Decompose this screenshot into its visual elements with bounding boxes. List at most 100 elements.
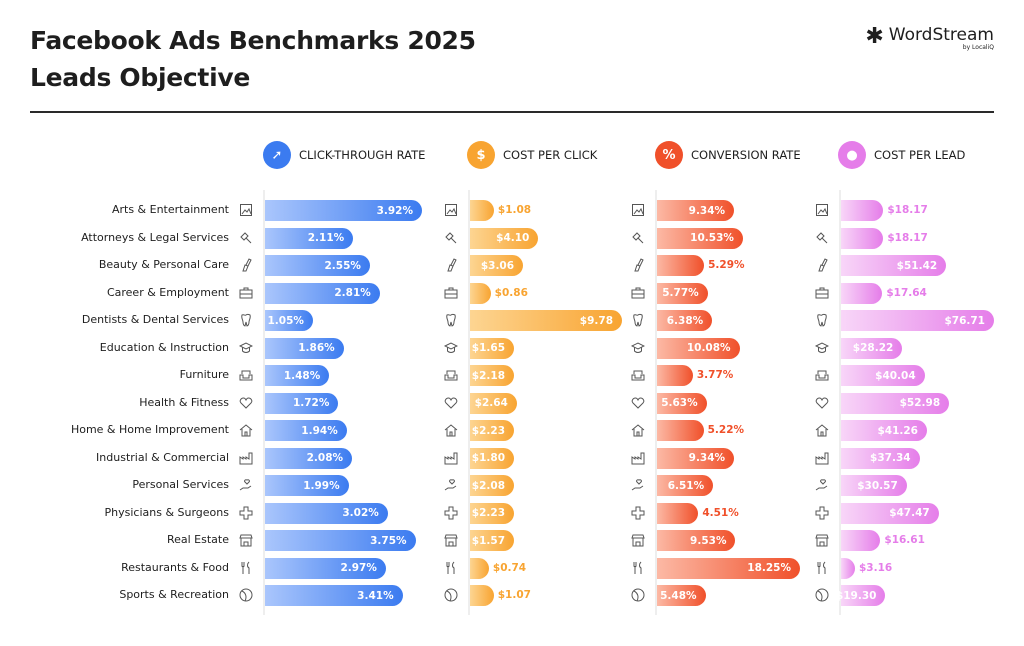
bar-value: 3.77%	[696, 369, 734, 381]
picture-icon	[445, 204, 457, 216]
bar: 6.51%	[657, 475, 714, 496]
factory-icon	[631, 452, 645, 464]
bar-value: 3.41%	[357, 589, 394, 602]
bar	[657, 502, 699, 524]
tooth-icon	[633, 313, 643, 327]
logo-sub: by LocaliQ	[962, 44, 994, 51]
percent-icon: %	[655, 141, 683, 169]
bar-value: $1.57	[471, 534, 505, 547]
bar: 5.48%	[657, 585, 706, 606]
bar	[657, 365, 693, 386]
bar	[841, 200, 884, 221]
bar: $47.47	[841, 502, 939, 524]
bar-value: 5.22%	[707, 424, 745, 436]
category-label: Education & Instruction	[99, 340, 229, 354]
picture-icon	[240, 204, 252, 216]
bar-value: 5.29%	[708, 259, 745, 271]
graduation-cap-icon	[444, 341, 458, 353]
logo-brand: WordStream	[888, 25, 994, 45]
bar-value: 5.63%	[661, 397, 698, 409]
bar: 9.34%	[657, 200, 735, 221]
bar-value: $1.08	[497, 204, 532, 216]
bar: 2.97%	[265, 557, 386, 579]
tooth-icon	[817, 313, 827, 327]
medical-cross-icon	[239, 506, 253, 519]
divider	[30, 111, 994, 113]
bar-value: $51.42	[896, 259, 938, 272]
bar-value: 2.08%	[306, 452, 344, 464]
fork-knife-icon	[241, 561, 250, 574]
gavel-icon	[816, 231, 828, 243]
bar-value: $2.18	[471, 369, 505, 382]
bar: $37.34	[841, 447, 920, 469]
graduation-cap-icon	[815, 341, 829, 353]
bar-value: 5.48%	[660, 589, 697, 602]
picture-icon	[816, 204, 828, 216]
bar-value: 3.75%	[370, 534, 407, 547]
bar-value: $16.61	[884, 534, 925, 546]
bar: 5.63%	[657, 392, 707, 414]
factory-icon	[815, 452, 829, 464]
bar	[470, 585, 494, 606]
bar-value: $18.17	[887, 231, 928, 244]
bar-value: $1.65	[471, 342, 505, 354]
factory-icon	[239, 452, 253, 464]
hand-heart-icon	[631, 479, 644, 491]
medical-cross-icon	[631, 506, 645, 519]
bar-value: $0.74	[492, 561, 527, 574]
bar: 3.75%	[265, 530, 416, 551]
title-line-1: Facebook Ads Benchmarks 2025	[30, 26, 476, 55]
storefront-icon	[239, 534, 253, 547]
axis-line	[839, 190, 841, 615]
brush-icon	[447, 258, 457, 272]
column-header-label: CLICK-THROUGH RATE	[299, 148, 426, 162]
category-label: Arts & Entertainment	[111, 203, 229, 216]
column-header-label: CONVERSION RATE	[691, 148, 801, 162]
bar: $1.80	[470, 447, 514, 469]
medical-cross-icon	[815, 506, 829, 519]
bar: 1.48%	[265, 365, 330, 386]
brush-icon	[242, 258, 252, 272]
bar-value: $1.80	[471, 452, 505, 464]
bar	[841, 227, 884, 249]
fork-knife-icon	[446, 561, 455, 574]
cursor-click-icon: ➚	[263, 141, 291, 169]
storefront-icon	[444, 534, 458, 547]
category-label: Industrial & Commercial	[96, 450, 229, 464]
storefront-icon	[631, 534, 645, 547]
ball-icon	[444, 588, 458, 602]
bar-value: 2.81%	[334, 287, 371, 299]
bar-value: $41.26	[877, 424, 918, 437]
bar: $40.04	[841, 365, 925, 386]
bar-value: $9.78	[579, 314, 613, 327]
category-label: Real Estate	[166, 533, 229, 546]
bar: $9.78	[470, 310, 622, 331]
category-label: Restaurants & Food	[121, 560, 229, 574]
title-line-2: Leads Objective	[30, 63, 250, 92]
bar-value: 1.99%	[303, 479, 340, 492]
bar-value: 9.34%	[688, 452, 726, 464]
ball-icon	[239, 588, 253, 602]
bar: 1.86%	[265, 337, 344, 359]
bar-value: 1.72%	[292, 397, 330, 409]
briefcase-icon	[815, 287, 829, 298]
column-header-label: COST PER CLICK	[503, 148, 598, 162]
heart-icon	[239, 396, 253, 409]
house-icon	[239, 424, 253, 437]
bar: 9.53%	[657, 530, 736, 551]
graduation-cap-icon	[631, 341, 645, 353]
hand-heart-icon	[444, 479, 457, 491]
heart-icon	[815, 396, 829, 409]
storefront-icon	[815, 534, 829, 547]
page-title: Facebook Ads Benchmarks 2025 Leads Objec…	[30, 22, 476, 96]
bar: $2.18	[470, 365, 514, 386]
hand-heart-icon	[239, 479, 252, 491]
bar: 3.92%	[265, 200, 422, 221]
bar-value: 4.51%	[702, 506, 739, 519]
picture-icon	[632, 204, 644, 216]
hand-heart-icon	[815, 479, 828, 491]
armchair-icon	[444, 370, 458, 381]
column-header-cost-per-lead: ● COST PER LEAD	[838, 141, 965, 169]
bar-value: 9.53%	[690, 534, 727, 547]
category-label: Personal Services	[132, 478, 229, 491]
